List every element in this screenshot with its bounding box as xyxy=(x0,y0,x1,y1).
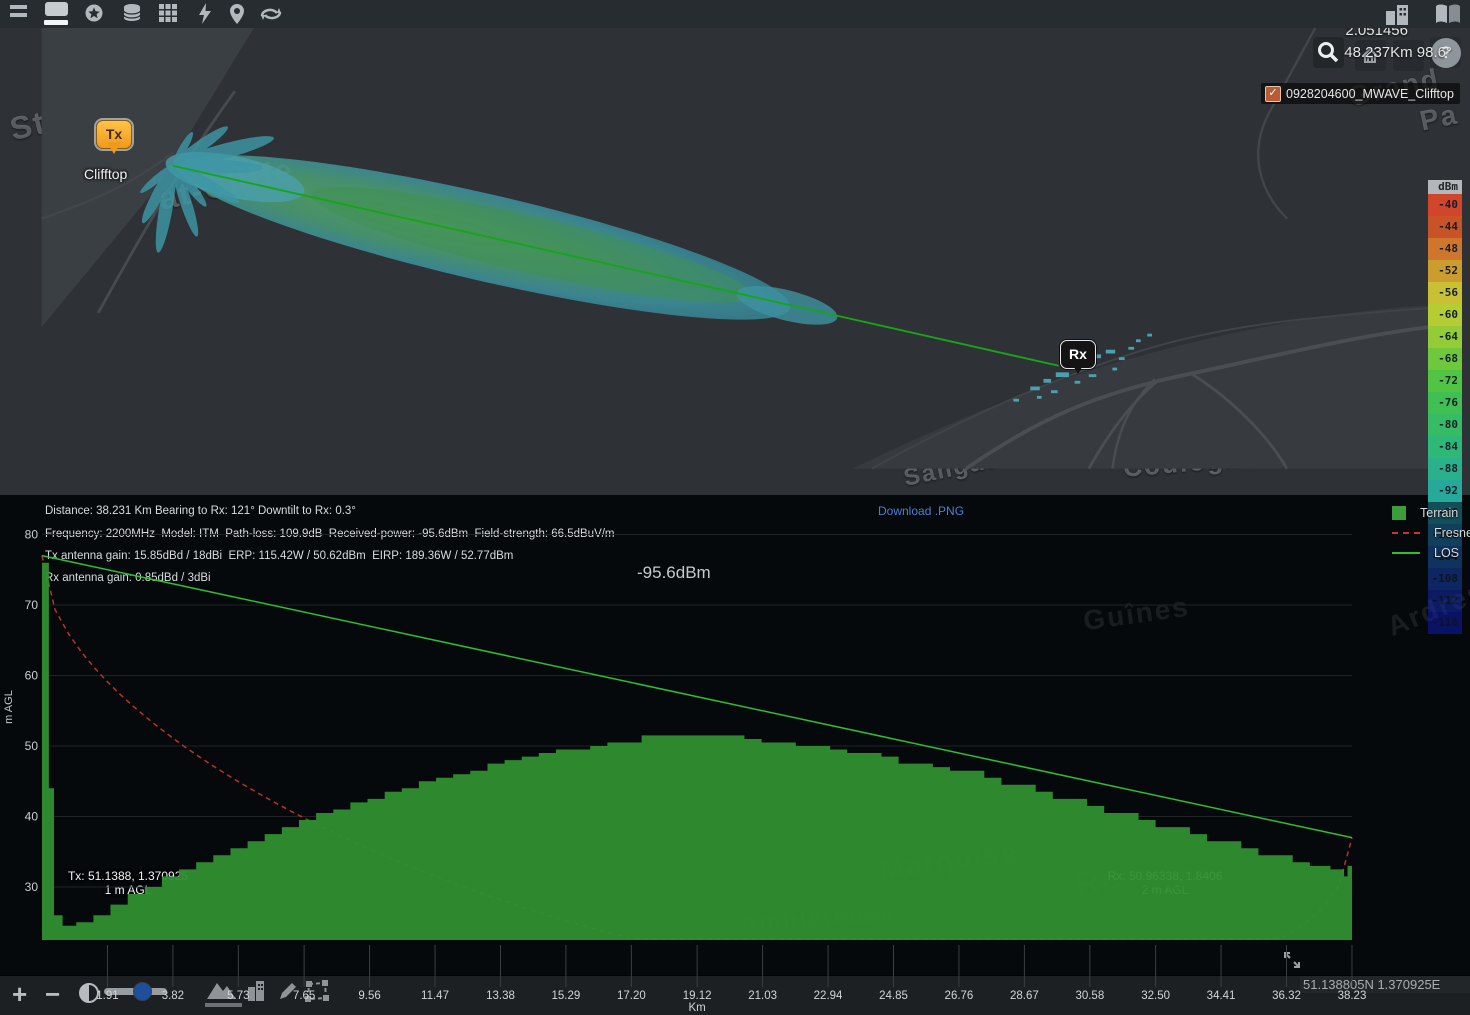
flash-icon[interactable] xyxy=(196,3,214,25)
y-axis-label: m AGL xyxy=(3,690,15,724)
layer-toggle-row[interactable]: ✓ 0928204600_MWAVE_Clifftop xyxy=(1261,83,1460,104)
tx-annotation: Tx: 51.1388, 1.370925 1 m AGL xyxy=(67,869,189,897)
received-power-value: -95.6dBm xyxy=(637,563,711,582)
menu-icon[interactable] xyxy=(8,3,30,25)
coverage-beam xyxy=(140,126,1152,402)
scale-entry: -72 xyxy=(1428,370,1462,392)
chart-legend: Terrain Fresnel LOS xyxy=(1392,503,1470,563)
legend-los-label: LOS xyxy=(1434,546,1460,560)
rx-marker[interactable]: Rx xyxy=(1060,340,1096,369)
distance-bearing-readout: 48.237Km 98.6° xyxy=(1344,44,1452,61)
basemap-icon[interactable] xyxy=(44,0,70,22)
dbm-color-scale: dBm -40 -44 -48 -52 -56 -60 -64 -68 -72 -76 -80 -84… xyxy=(1428,180,1462,634)
info-tx-gain: Tx antenna gain: 15.85dBd / 18dBi ERP: 1… xyxy=(45,550,514,562)
split-book-icon[interactable] xyxy=(1434,3,1462,27)
home-icon xyxy=(1362,47,1378,63)
layers-button[interactable] xyxy=(1393,40,1424,71)
legend-fresnel: Fresnel xyxy=(1392,523,1470,543)
pin-icon[interactable] xyxy=(228,3,246,25)
scale-entry: -52 xyxy=(1428,260,1462,282)
tx-marker[interactable]: Tx xyxy=(96,120,132,149)
scale-entry: -116 xyxy=(1428,612,1462,634)
contrast-icon[interactable] xyxy=(78,982,100,1004)
top-toolbar xyxy=(0,0,1470,28)
scale-entry: -108 xyxy=(1428,568,1462,590)
search-icon xyxy=(1318,42,1339,63)
layer-toggle-label: 0928204600_MWAVE_Clifftop xyxy=(1286,86,1454,101)
scale-entry: -92 xyxy=(1428,480,1462,502)
scale-entry: -84 xyxy=(1428,436,1462,458)
map-canvas[interactable]: St Margaret- at-Cliffe Calais Marck Coul… xyxy=(0,28,1470,495)
scale-entry: -96 xyxy=(1428,502,1462,524)
star-icon[interactable] xyxy=(84,3,104,25)
cursor-coordinates: 51.138805N 1.370925E xyxy=(1300,976,1470,993)
scale-entry: -48 xyxy=(1428,238,1462,260)
basemap-active-indicator xyxy=(44,20,68,25)
zoom-out-button[interactable]: − xyxy=(45,979,61,1009)
map-roads xyxy=(41,28,1429,471)
sync-icon[interactable] xyxy=(258,3,284,25)
buildings-tool-icon[interactable] xyxy=(246,979,266,1003)
home-button[interactable] xyxy=(1355,40,1386,71)
scale-entry: -68 xyxy=(1428,348,1462,370)
fresnel-swatch-icon xyxy=(1392,532,1420,534)
buildings-icon[interactable] xyxy=(1384,3,1412,27)
scale-entry: -40 xyxy=(1428,194,1462,216)
map-label-guines: Guînes xyxy=(1081,590,1192,637)
scale-entry: -112 xyxy=(1428,590,1462,612)
info-distance: Distance: 38.231 Km Bearing to Rx: 121° … xyxy=(45,505,356,517)
download-png-link[interactable]: Download .PNG xyxy=(878,504,965,518)
scale-entry: -88 xyxy=(1428,458,1462,480)
opacity-slider-knob[interactable] xyxy=(133,982,152,1001)
scale-entry: -76 xyxy=(1428,392,1462,414)
polygon-tool-icon[interactable] xyxy=(304,979,330,1003)
help-icon[interactable]: ? xyxy=(1431,38,1461,68)
info-rx-gain: Rx antenna gain: 0.85dBd / 3dBi xyxy=(45,572,211,584)
scale-entry: -56 xyxy=(1428,282,1462,304)
cursor-longitude-readout: 2.051456 xyxy=(1345,28,1408,39)
tx-site-label: Clifftop xyxy=(84,166,128,182)
legend-fresnel-label: Fresnel xyxy=(1434,526,1470,540)
scale-entry: -104 xyxy=(1428,546,1462,568)
legend-terrain-label: Terrain xyxy=(1420,506,1459,520)
rx-annotation: Rx: 50.96338, 1.8406 2 m AGL xyxy=(1107,869,1223,897)
draw-tool-icon[interactable] xyxy=(276,979,300,1003)
zoom-in-button[interactable]: + xyxy=(12,979,28,1009)
scale-entry: -44 xyxy=(1428,216,1462,238)
expand-icon[interactable] xyxy=(1283,951,1301,969)
map-graphics xyxy=(41,28,1429,471)
scale-title: dBm xyxy=(1428,180,1462,194)
info-frequency: Frequency: 2200MHz Model: ITM Path-loss:… xyxy=(45,528,615,540)
legend-los: LOS xyxy=(1392,543,1470,563)
terrain-swatch-icon xyxy=(1392,506,1406,520)
los-swatch-icon xyxy=(1392,552,1420,554)
map-label-marquise: Marquise xyxy=(878,836,1021,885)
checkbox-checked-icon[interactable]: ✓ xyxy=(1265,85,1281,102)
scale-entry: -64 xyxy=(1428,326,1462,348)
legend-terrain: Terrain xyxy=(1392,503,1470,523)
grid-icon[interactable] xyxy=(158,3,178,25)
dover-landmass xyxy=(41,28,254,328)
terrain-tool-active-indicator xyxy=(205,1003,242,1007)
scale-entry: -100 xyxy=(1428,524,1462,546)
terrain-tool-icon[interactable] xyxy=(205,980,239,1001)
bottom-toolbar xyxy=(0,975,1470,1015)
scale-entry: -80 xyxy=(1428,414,1462,436)
beam-side-lobes xyxy=(140,126,274,253)
path-profile-panel: Guînes Ardres Marquise Ambleteuse Re Dis… xyxy=(0,495,1470,975)
scale-entry: -60 xyxy=(1428,304,1462,326)
database-icon[interactable] xyxy=(122,3,142,25)
map-label-ambleteuse: Ambleteuse xyxy=(739,899,897,938)
search-button[interactable] xyxy=(1313,37,1344,68)
map-los-line xyxy=(172,164,1059,367)
